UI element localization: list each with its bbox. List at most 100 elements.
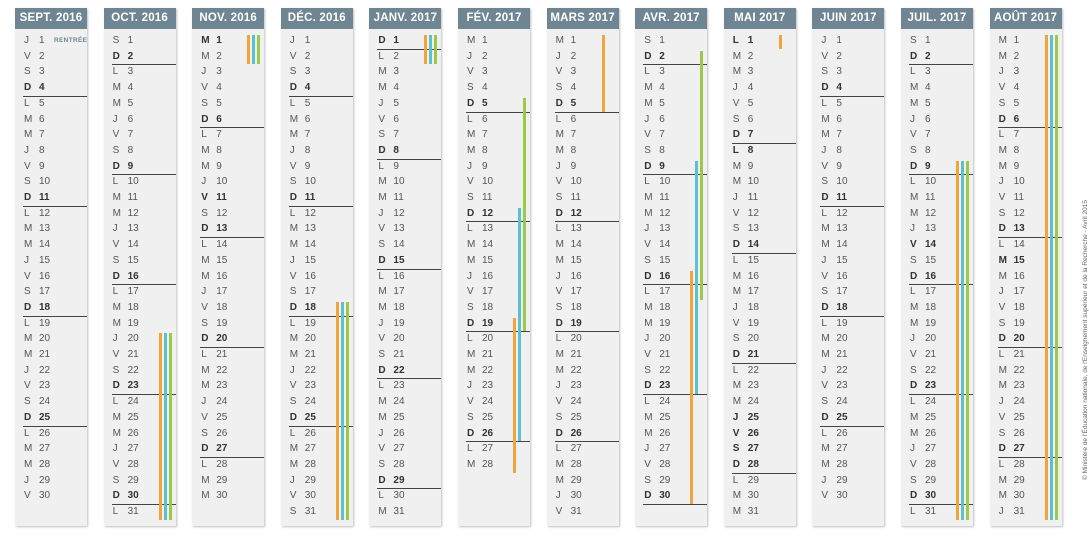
weekday-letter: L [555,333,562,345]
day-row: J 20 [104,331,176,347]
weekday-letter: D [821,411,829,423]
day-number: 10 [659,176,671,188]
day-number: 21 [304,349,316,360]
weekday-letter: M [467,144,476,156]
day-number: 30 [1013,490,1025,502]
day-row: L 19 [281,316,353,332]
weekday-letter: V [910,349,917,360]
weekday-letter: S [998,317,1006,329]
day-number: 31 [304,506,316,517]
day-number: 3 [659,66,665,78]
day-number: 5 [1013,97,1020,109]
weekday-letter: J [910,223,915,235]
weekday-letter: J [201,396,207,408]
day-row: J 29 [812,473,884,489]
day-row: M 26 [901,426,973,442]
month-title: AVR. 2017 [635,8,708,29]
day-row: M 26 [104,426,176,442]
day-number: 4 [836,82,842,94]
week-separator [288,205,353,207]
weekday-letter: M [112,317,121,329]
weekday-letter: V [289,490,297,502]
day-number: 22 [127,364,139,376]
day-number: 9 [304,160,311,172]
weekday-letter: M [998,490,1007,502]
weekday-letter: M [24,443,33,455]
day-number: 5 [127,97,134,109]
day-number: 18 [127,301,139,313]
day-number: 11 [482,192,493,203]
week-separator [731,472,796,474]
vacation-bar-zone-a [601,35,605,112]
day-number: 24 [482,396,494,408]
day-row: D 29 [369,473,441,489]
weekday-letter: V [644,349,651,360]
day-number: 9 [836,160,842,172]
day-row: S 15 [104,253,176,269]
day-number: 18 [570,301,582,313]
weekday-letter: M [24,458,33,470]
day-number: 8 [393,144,399,156]
day-number: 22 [39,364,51,376]
day-row: L 27 [458,441,530,457]
day-row: V 18 [990,300,1062,316]
day-number: 20 [836,333,848,345]
day-row: V 14 [635,237,707,253]
day-row: L 12 [812,206,884,222]
day-row: V 28 [635,457,707,473]
weekday-letter: M [821,333,830,345]
weekday-letter: L [555,443,562,455]
day-number: 19 [1013,317,1025,329]
day-number: 17 [216,286,228,298]
day-number: 22 [659,364,671,376]
day-number: 5 [39,97,45,109]
day-number: 2 [659,50,665,62]
weekday-letter: M [112,97,121,109]
day-number: 20 [747,333,759,345]
week-separator [643,504,708,505]
weekday-letter: V [467,286,474,298]
weekday-letter: M [555,349,564,360]
weekday-letter: S [201,317,208,329]
day-number: 21 [659,349,671,360]
weekday-letter: D [112,160,120,172]
day-row: M 22 [990,363,1062,379]
weekday-letter: V [644,458,651,470]
week-separator [288,425,353,427]
weekday-letter: L [378,380,384,392]
month-column: SEPT. 2016 J 1 V 2 S 3 D 4 L 5 M 6 M 7 J 8 V 9 S 10 D 11 L 12 M 13… [15,8,87,526]
day-number: 11 [127,192,138,203]
weekday-letter: D [112,380,120,392]
day-number: 10 [570,176,582,188]
weekday-letter: M [998,380,1007,392]
month-title: OCT. 2016 [103,8,176,29]
weekday-letter: J [378,427,384,439]
day-number: 10 [747,176,759,188]
day-row: M 21 [458,347,530,363]
weekday-letter: S [644,474,651,486]
weekday-letter: D [24,192,32,203]
day-number: 13 [393,223,405,235]
weekday-letter: V [821,490,829,502]
day-number: 21 [1013,349,1025,360]
weekday-letter: L [201,129,207,141]
weekday-letter: V [112,129,120,141]
day-number: 19 [925,317,937,329]
day-row: M 28 [15,457,87,473]
weekday-letter: S [644,35,651,46]
day-number: 31 [1013,506,1025,517]
day-number: 22 [925,364,937,376]
day-number: 2 [836,50,842,62]
day-number: 9 [747,160,754,172]
weekday-letter: S [644,364,651,376]
day-number: 4 [925,82,931,94]
day-number: 17 [304,286,316,298]
weekday-letter: M [378,396,387,408]
weekday-letter: M [910,192,919,203]
week-separator [23,425,87,427]
